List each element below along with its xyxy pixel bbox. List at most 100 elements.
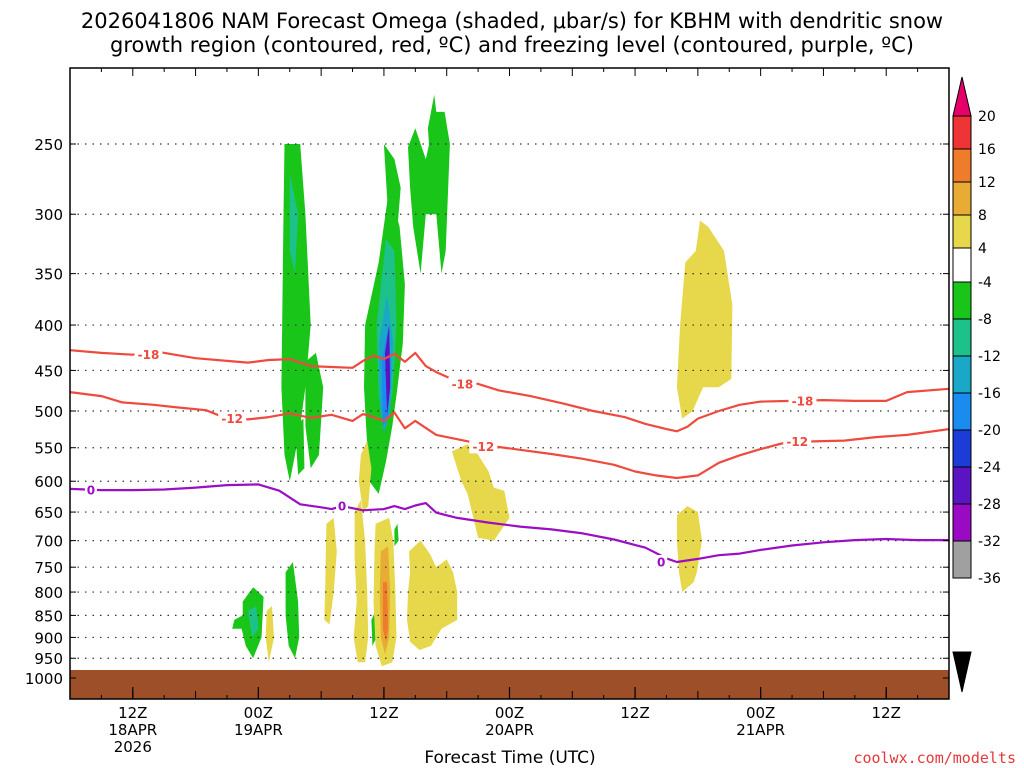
omega-region-3 (383, 144, 401, 240)
colorbar-segment-1 (952, 115, 972, 150)
contour-label-5: -12 (786, 435, 808, 449)
x-tick-label-5-1: 00Z (746, 704, 775, 722)
x-tick-label-5-2: 21APR (736, 721, 785, 739)
y-tick-label-750: 750 (34, 559, 63, 577)
colorbar-segment-3 (952, 181, 972, 216)
y-tick-label-900: 900 (34, 629, 63, 647)
colorbar-label-9: -20 (978, 423, 1001, 439)
colorbar-segment-10 (952, 429, 972, 468)
y-axis-pressure-ticks: 250 300 350 400 450 500 550 600 650 700 750 800 850 9… (25, 136, 949, 688)
y-tick-label-850: 850 (34, 607, 63, 625)
contour-label-2: -18 (792, 394, 814, 408)
contour-label-4: -12 (472, 440, 494, 454)
y-tick-label-500: 500 (34, 403, 63, 421)
omega-region-26 (676, 220, 733, 419)
colorbar-segment-8 (952, 355, 972, 394)
contour-label-bg-2 (788, 393, 817, 408)
contour-label-bg-4 (469, 439, 498, 454)
x-tick-label-1-2: 19APR (234, 721, 283, 739)
contour-label-1: -18 (452, 377, 474, 391)
contour-label-bg-3 (218, 411, 247, 426)
colorbar-label-5: -4 (978, 275, 992, 291)
x-tick-label-1-1: 00Z (244, 704, 273, 722)
x-tick-label-4-1: 12Z (620, 704, 649, 722)
x-tick-label-3-2: 20APR (485, 721, 534, 739)
colorbar-label-1: 16 (978, 142, 996, 158)
colorbar-label-8: -16 (978, 386, 1001, 402)
omega-shaded-fills (232, 94, 733, 667)
omega-region-27 (676, 506, 702, 592)
omega-region-10 (305, 352, 324, 469)
omega-region-13 (247, 606, 259, 638)
colorbar-segment-7 (952, 318, 972, 357)
omega-region-19 (358, 440, 372, 513)
x-tick-label-0-2: 18APR (108, 721, 157, 739)
omega-region-11 (295, 418, 305, 475)
temperature-contours (70, 349, 949, 564)
y-tick-label-600: 600 (34, 473, 63, 491)
omega-region-20 (353, 500, 369, 663)
contour-label-bg-5 (783, 434, 812, 449)
omega-colorbar: 20 16 12 8 4 -4 -8 -12 -16 -20 -24 -28 -32 -36 (952, 76, 1001, 693)
chart-title-line-2: growth region (contoured, red, ºC) and f… (110, 33, 914, 57)
contour-label-7: 0 (338, 500, 346, 514)
x-tick-label-2-1: 12Z (369, 704, 398, 722)
y-tick-label-400: 400 (34, 317, 63, 335)
colorbar-label-13: -36 (978, 571, 1001, 587)
colorbar-segment-6 (952, 281, 972, 320)
y-tick-label-800: 800 (34, 584, 63, 602)
colorbar-label-3: 8 (978, 208, 987, 224)
x-tick-label-3-1: 00Z (495, 704, 524, 722)
omega-region-7 (385, 325, 391, 415)
contour-label-0: -18 (138, 348, 160, 362)
colorbar-label-7: -12 (978, 349, 1001, 365)
colorbar-segment-5 (952, 247, 972, 283)
contour-label-6: 0 (87, 484, 95, 498)
colorbar-label-12: -32 (978, 534, 1001, 550)
x-tick-label-0-1: 12Z (118, 704, 147, 722)
colorbar-label-4: 4 (978, 241, 987, 257)
colorbar-label-11: -28 (978, 497, 1001, 513)
omega-region-17 (451, 444, 510, 541)
y-tick-label-550: 550 (34, 440, 63, 458)
contour-label-bg-1 (448, 376, 477, 391)
contour-line-dgz_top_-18C (70, 349, 949, 433)
contour-label-bg-6 (84, 483, 97, 498)
credit-text: coolwx.com/modelts (853, 749, 1016, 767)
colorbar-segment-9 (952, 392, 972, 431)
colorbar-label-10: -24 (978, 460, 1001, 476)
y-tick-label-1000: 1000 (25, 670, 63, 688)
y-tick-label-450: 450 (34, 362, 63, 380)
omega-region-8 (408, 111, 450, 274)
omega-region-9 (427, 94, 439, 174)
colorbar-segment-12 (952, 503, 972, 542)
colorbar-top-arrow (952, 76, 972, 117)
chart-title-line-1: 2026041806 NAM Forecast Omega (shaded, μ… (81, 9, 943, 33)
omega-region-25 (382, 582, 389, 642)
x-tick-label-0-3: 2026 (114, 738, 152, 756)
y-tick-label-350: 350 (34, 266, 63, 284)
contour-label-3: -12 (221, 412, 243, 426)
contour-label-bg-8 (655, 555, 668, 570)
colorbar-label-2: 12 (978, 175, 996, 191)
contour-line-dgz_bottom_-12C (70, 391, 949, 480)
x-tick-label-6-1: 12Z (872, 704, 901, 722)
y-tick-label-250: 250 (34, 136, 63, 154)
x-axis-label: Forecast Time (UTC) (424, 748, 595, 768)
plot-frame (69, 67, 950, 700)
omega-region-1 (289, 173, 299, 274)
colorbar-segment-4 (952, 214, 972, 249)
omega-region-16 (394, 523, 399, 547)
y-tick-label-700: 700 (34, 533, 63, 551)
y-tick-label-650: 650 (34, 504, 63, 522)
omega-region-0 (281, 144, 311, 482)
y-tick-label-300: 300 (34, 206, 63, 224)
colorbar-segment-2 (952, 148, 972, 183)
omega-region-12 (232, 587, 264, 659)
colorbar-label-6: -8 (978, 312, 992, 328)
contour-label-bg-7 (336, 499, 349, 514)
colorbar-segment-11 (952, 466, 972, 505)
colorbar-label-0: 20 (978, 109, 996, 125)
